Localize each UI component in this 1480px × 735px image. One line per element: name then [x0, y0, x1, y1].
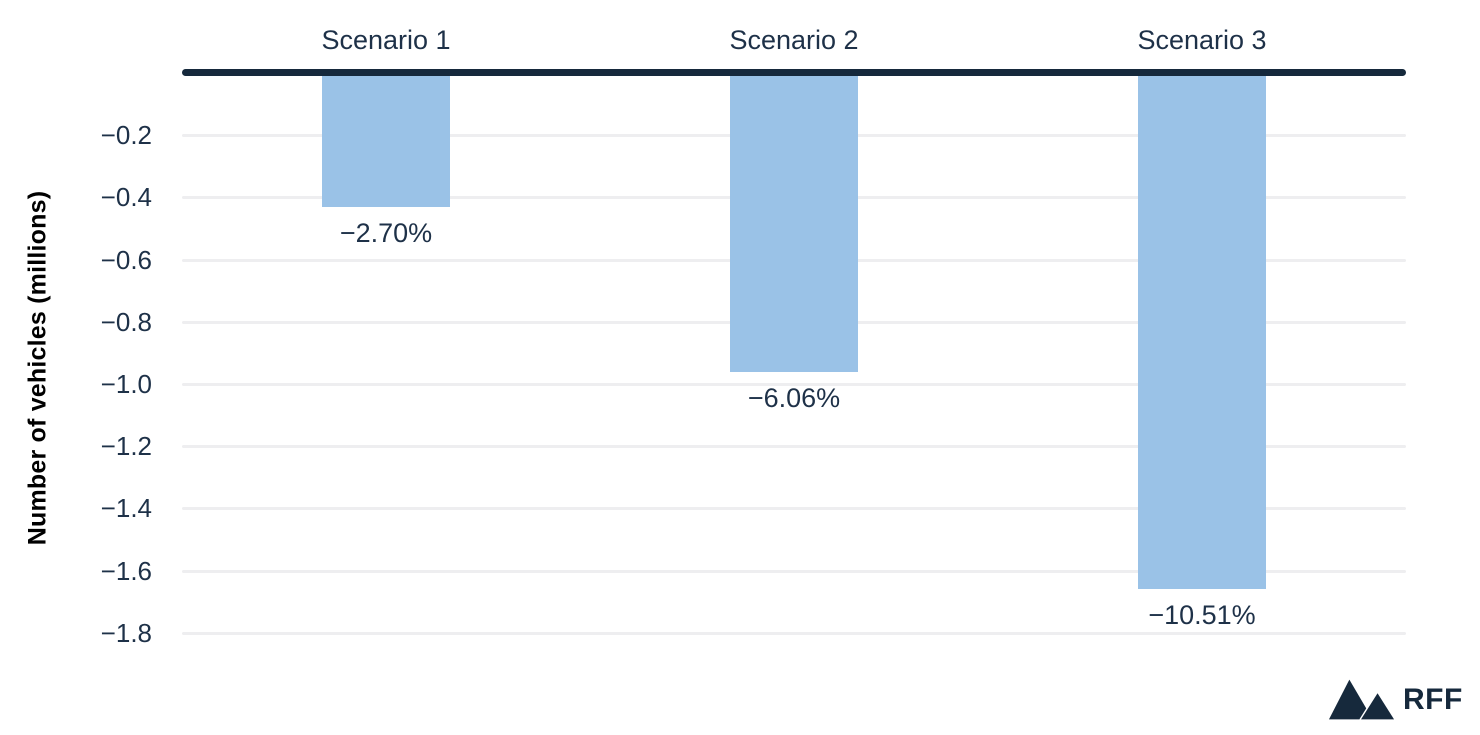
rff-logo: RFF — [1328, 678, 1463, 722]
bar — [1138, 73, 1266, 590]
bar-value-label: −6.06% — [747, 382, 841, 413]
gridline — [182, 445, 1406, 449]
bar-value-label: −10.51% — [1148, 600, 1256, 631]
x-axis-line — [182, 69, 1406, 76]
category-header: Scenario 2 — [729, 25, 859, 55]
category-header: Scenario 1 — [321, 25, 451, 55]
y-tick-label: −1.4 — [100, 493, 152, 524]
y-tick-label: −0.8 — [100, 306, 152, 337]
y-tick-label: −1.8 — [100, 617, 152, 648]
gridline — [182, 631, 1406, 635]
gridline — [182, 507, 1406, 511]
y-tick-label: −0.4 — [100, 182, 152, 213]
rff-logo-text: RFF — [1403, 683, 1463, 716]
gridline — [182, 383, 1406, 386]
rff-mountains-icon — [1328, 679, 1396, 721]
bar — [730, 73, 858, 372]
bar-value-label: −2.70% — [339, 217, 433, 248]
y-tick-label: −1.0 — [100, 369, 152, 399]
gridline — [182, 569, 1406, 573]
category-header: Scenario 3 — [1137, 25, 1267, 55]
y-tick-label: −0.6 — [100, 244, 152, 275]
y-tick-label: −1.6 — [100, 555, 152, 586]
bar — [322, 73, 450, 207]
y-tick-label: −1.2 — [100, 431, 152, 462]
y-tick-label: −0.2 — [100, 120, 152, 151]
